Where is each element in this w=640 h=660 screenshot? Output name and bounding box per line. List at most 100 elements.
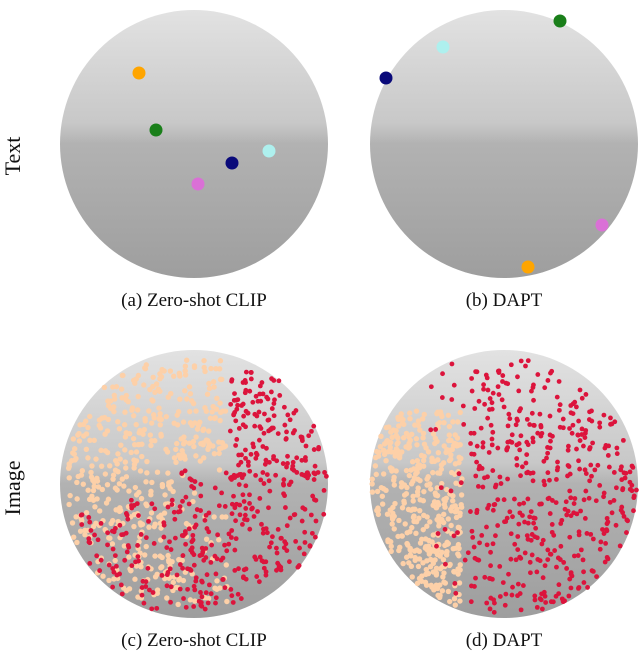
image-embedding-point — [545, 557, 551, 563]
image-embedding-point — [603, 540, 608, 546]
image-embedding-point — [312, 463, 318, 469]
image-embedding-point — [236, 566, 241, 572]
image-embedding-point — [282, 422, 288, 428]
image-embedding-point — [157, 388, 163, 395]
image-embedding-point — [424, 514, 430, 520]
image-embedding-point — [111, 392, 118, 399]
image-embedding-point — [274, 458, 280, 464]
image-embedding-point — [523, 363, 528, 369]
image-embedding-point — [496, 392, 502, 397]
image-embedding-point — [146, 518, 151, 524]
image-embedding-point — [226, 541, 232, 547]
image-embedding-point — [269, 376, 274, 382]
image-embedding-point — [562, 506, 568, 512]
image-embedding-point — [213, 595, 219, 601]
image-embedding-point — [219, 490, 225, 496]
image-embedding-point — [456, 580, 463, 586]
image-embedding-point — [458, 455, 464, 462]
image-embedding-point — [71, 446, 78, 452]
image-embedding-point — [440, 371, 445, 377]
image-embedding-point — [488, 422, 494, 428]
image-embedding-point — [190, 400, 197, 407]
image-embedding-point — [527, 422, 533, 427]
image-embedding-point — [427, 519, 433, 525]
image-embedding-point — [440, 556, 447, 563]
image-embedding-point — [277, 393, 283, 398]
image-embedding-point — [303, 455, 308, 460]
image-embedding-point — [571, 501, 577, 506]
image-embedding-point — [542, 593, 548, 599]
image-embedding-point — [193, 578, 199, 584]
image-embedding-point — [186, 526, 192, 532]
image-embedding-point — [74, 496, 80, 502]
image-embedding-point — [257, 554, 263, 560]
image-embedding-point — [567, 426, 572, 431]
image-embedding-point — [452, 432, 458, 438]
image-embedding-point — [587, 409, 592, 415]
image-embedding-point — [219, 439, 226, 446]
image-embedding-point — [167, 566, 173, 572]
image-embedding-point — [232, 547, 238, 553]
image-embedding-point — [507, 416, 513, 422]
image-embedding-point — [597, 420, 603, 426]
image-embedding-point — [76, 438, 83, 444]
image-embedding-point — [401, 421, 407, 428]
image-embedding-point — [102, 431, 108, 437]
image-embedding-point — [105, 416, 112, 423]
image-embedding-point — [119, 395, 125, 401]
image-embedding-point — [445, 516, 451, 522]
image-embedding-point — [487, 606, 493, 612]
image-embedding-point — [229, 511, 235, 517]
image-embedding-point — [443, 561, 448, 567]
image-embedding-point — [513, 557, 519, 563]
image-embedding-point — [203, 590, 209, 596]
image-embedding-point — [547, 551, 553, 557]
image-embedding-point — [292, 512, 298, 517]
image-embedding-point — [478, 425, 484, 431]
image-embedding-point — [243, 380, 248, 385]
image-embedding-point — [285, 453, 290, 459]
image-embedding-point — [93, 456, 99, 462]
image-embedding-point — [182, 368, 188, 374]
image-embedding-point — [152, 521, 158, 527]
text-embedding-point — [262, 144, 276, 158]
image-embedding-point — [253, 472, 259, 478]
image-embedding-point — [150, 590, 156, 595]
image-embedding-point — [595, 462, 601, 468]
image-embedding-point — [233, 518, 238, 524]
image-embedding-point — [165, 394, 171, 400]
image-embedding-point — [417, 507, 423, 514]
image-embedding-point — [112, 553, 118, 559]
image-embedding-point — [530, 385, 536, 390]
image-embedding-point — [257, 383, 263, 389]
image-embedding-point — [607, 499, 613, 505]
image-embedding-point — [109, 541, 116, 547]
image-embedding-point — [435, 421, 441, 427]
image-embedding-point — [81, 433, 87, 439]
image-embedding-point — [88, 528, 94, 533]
image-embedding-point — [407, 529, 413, 535]
image-embedding-point — [484, 375, 490, 381]
image-embedding-point — [410, 478, 416, 485]
image-embedding-point — [428, 486, 434, 492]
image-embedding-point — [243, 576, 249, 582]
image-embedding-point — [518, 555, 524, 561]
image-embedding-point — [280, 481, 286, 487]
image-embedding-point — [87, 560, 93, 566]
image-embedding-point — [147, 386, 153, 393]
image-embedding-point — [450, 493, 456, 499]
image-embedding-point — [74, 479, 80, 486]
image-embedding-point — [202, 517, 208, 523]
image-embedding-point — [580, 557, 586, 563]
image-embedding-point — [233, 443, 239, 448]
image-embedding-point — [281, 404, 287, 410]
image-embedding-point — [422, 545, 429, 551]
image-embedding-point — [167, 539, 172, 545]
sphere-surface — [60, 10, 328, 278]
image-embedding-point — [123, 474, 130, 480]
image-embedding-point — [165, 504, 171, 510]
image-embedding-point — [421, 453, 427, 460]
image-embedding-point — [529, 552, 535, 558]
image-embedding-point — [375, 507, 381, 513]
image-embedding-point — [502, 519, 507, 525]
